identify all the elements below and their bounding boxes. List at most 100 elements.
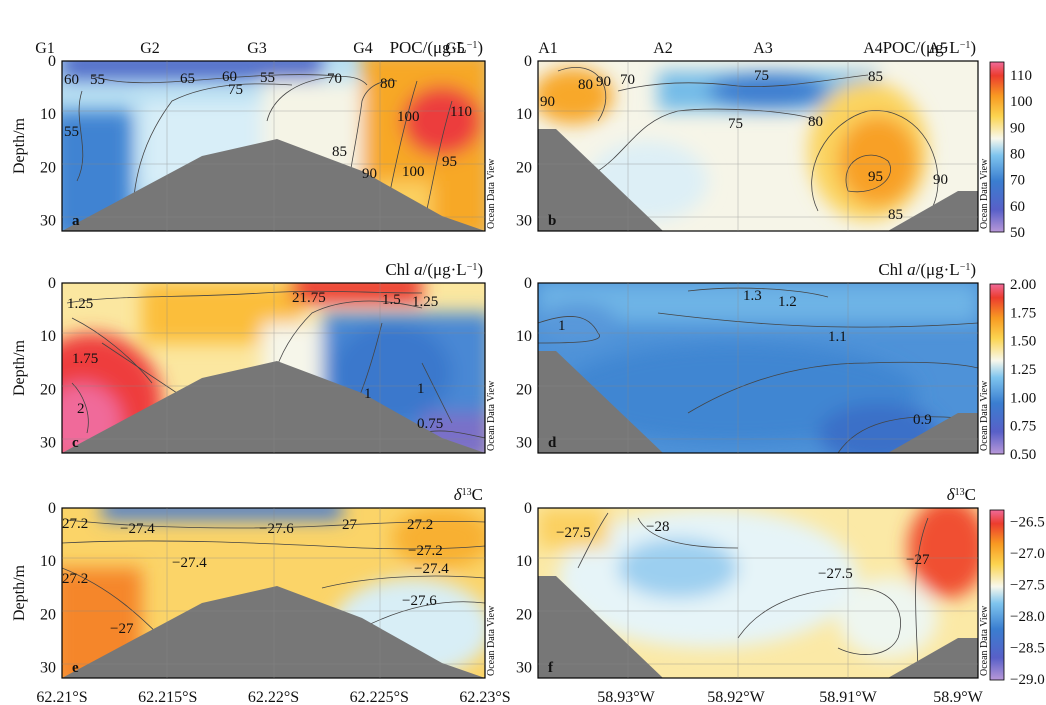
y-tick-label: 20 xyxy=(516,381,532,398)
watermark: Ocean Data View xyxy=(486,380,497,451)
contour-label: 60 xyxy=(64,72,79,88)
station-label: G5 xyxy=(445,40,465,57)
contour-label: 75 xyxy=(228,82,243,98)
contour-label: 85 xyxy=(868,69,883,85)
station-label: A1 xyxy=(538,40,558,57)
contour-label: −27.6 xyxy=(259,521,294,537)
contour-label: 90 xyxy=(540,94,555,110)
x-tick-label: 62.225°S xyxy=(350,689,409,705)
contour-label: 21.75 xyxy=(292,290,326,306)
contour-label: 1 xyxy=(364,386,372,402)
panel-e xyxy=(61,507,486,679)
y-tick-label: 0 xyxy=(524,500,532,517)
contour-label: −27.6 xyxy=(402,593,437,609)
contour-label: 100 xyxy=(402,164,425,180)
colorbar-tick-label: −27.5 xyxy=(1010,578,1045,594)
contour-label: 95 xyxy=(868,169,883,185)
y-tick-label: 30 xyxy=(40,659,56,676)
y-tick-label: 0 xyxy=(524,275,532,292)
x-tick-label: 58.92°W xyxy=(707,689,765,705)
contour-label: 55 xyxy=(90,72,105,88)
y-axis-label: Depth/m xyxy=(11,339,28,396)
contour-label: 85 xyxy=(888,207,903,223)
contour-label: 100 xyxy=(397,109,420,125)
contour-label: −27.4 xyxy=(172,555,207,571)
station-label: G2 xyxy=(140,40,160,57)
contour-label: −28 xyxy=(646,519,669,535)
y-tick-label: 10 xyxy=(40,553,56,570)
contour-label: −27 xyxy=(110,621,134,637)
panel-letter: a xyxy=(72,213,80,229)
contour-label: 80 xyxy=(808,114,823,130)
contour-label: 65 xyxy=(180,71,195,87)
x-tick-label: 62.21°S xyxy=(36,689,87,705)
contour-label: 27.2 xyxy=(62,571,88,587)
contour-label: 27.2 xyxy=(407,517,433,533)
colorbar-tick-label: 100 xyxy=(1010,94,1033,110)
contour-label: 75 xyxy=(754,68,769,84)
panel-b-gridlines xyxy=(538,61,978,231)
panel-c-gridlines xyxy=(62,283,485,453)
watermark: Ocean Data View xyxy=(486,158,497,229)
contour-label: −27.4 xyxy=(120,521,155,537)
y-tick-label: 10 xyxy=(40,328,56,345)
colorbar-tick-label: 1.25 xyxy=(1010,362,1036,378)
contour-label: −27 xyxy=(906,552,930,568)
colorbar-tick-label: 0.50 xyxy=(1010,447,1036,463)
colorbar-tick-label: −28.0 xyxy=(1010,609,1045,625)
panel-title: δ13C xyxy=(947,485,976,504)
colorbar-tick-label: 0.75 xyxy=(1010,419,1036,435)
panel-title: Chl a/(μg·L−1) xyxy=(878,260,976,279)
y-tick-label: 30 xyxy=(40,212,56,229)
contour-label: 80 xyxy=(380,76,395,92)
panel-d-field xyxy=(538,283,978,453)
x-tick-label: 62.215°S xyxy=(138,689,197,705)
panel-letter: c xyxy=(72,435,79,451)
station-label: A2 xyxy=(653,40,673,57)
x-tick-label: 58.93°W xyxy=(597,689,655,705)
panel-d xyxy=(537,282,979,454)
station-label: G1 xyxy=(35,40,55,57)
colorbar-tick-label: 110 xyxy=(1010,68,1032,84)
panel-e-gridlines xyxy=(62,508,485,678)
contour-label: 90 xyxy=(933,172,948,188)
contour-label: −27.5 xyxy=(818,566,853,582)
x-tick-label: 62.22°S xyxy=(248,689,299,705)
contour-label: 110 xyxy=(450,104,472,120)
panel-title: δ13C xyxy=(454,485,483,504)
colorbar-chl xyxy=(989,283,1005,455)
contour-label: 90 xyxy=(596,74,611,90)
colorbar-tick-label: 60 xyxy=(1010,199,1025,215)
contour-label: 80 xyxy=(578,77,593,93)
colorbar-poc xyxy=(989,61,1005,233)
contour-label: −27.5 xyxy=(556,525,591,541)
y-tick-label: 0 xyxy=(524,53,532,70)
contour-label: −27.4 xyxy=(414,561,449,577)
contour-label: 0.9 xyxy=(913,412,932,428)
panel-title: POC/(μg·L−1) xyxy=(390,38,483,57)
x-tick-label: 58.9°W xyxy=(933,689,983,705)
y-axis-label: Depth/m xyxy=(11,564,28,621)
contour-label: 85 xyxy=(332,144,347,160)
contour-label: 75 xyxy=(728,116,743,132)
y-tick-label: 0 xyxy=(48,275,56,292)
y-axis-label: Depth/m xyxy=(11,117,28,174)
station-label: A3 xyxy=(753,40,773,57)
x-tick-label: 62.23°S xyxy=(459,689,510,705)
y-tick-label: 10 xyxy=(516,106,532,123)
contour-label: 70 xyxy=(620,72,635,88)
station-label: G4 xyxy=(353,40,373,57)
contour-label: 55 xyxy=(260,70,275,86)
panel-b xyxy=(537,60,979,232)
panel-title: POC/(μg·L−1) xyxy=(883,38,976,57)
panel-letter: e xyxy=(72,660,79,676)
colorbar-tick-label: 50 xyxy=(1010,225,1025,241)
panel-d-gridlines xyxy=(538,283,978,453)
watermark: Ocean Data View xyxy=(979,380,990,451)
panel-f-field xyxy=(538,508,978,678)
colorbar-tick-label: −27.0 xyxy=(1010,546,1045,562)
contour-label: 60 xyxy=(222,69,237,85)
contour-label: 27.2 xyxy=(62,516,88,532)
colorbar-tick-label: 1.50 xyxy=(1010,334,1036,350)
watermark: Ocean Data View xyxy=(486,605,497,676)
